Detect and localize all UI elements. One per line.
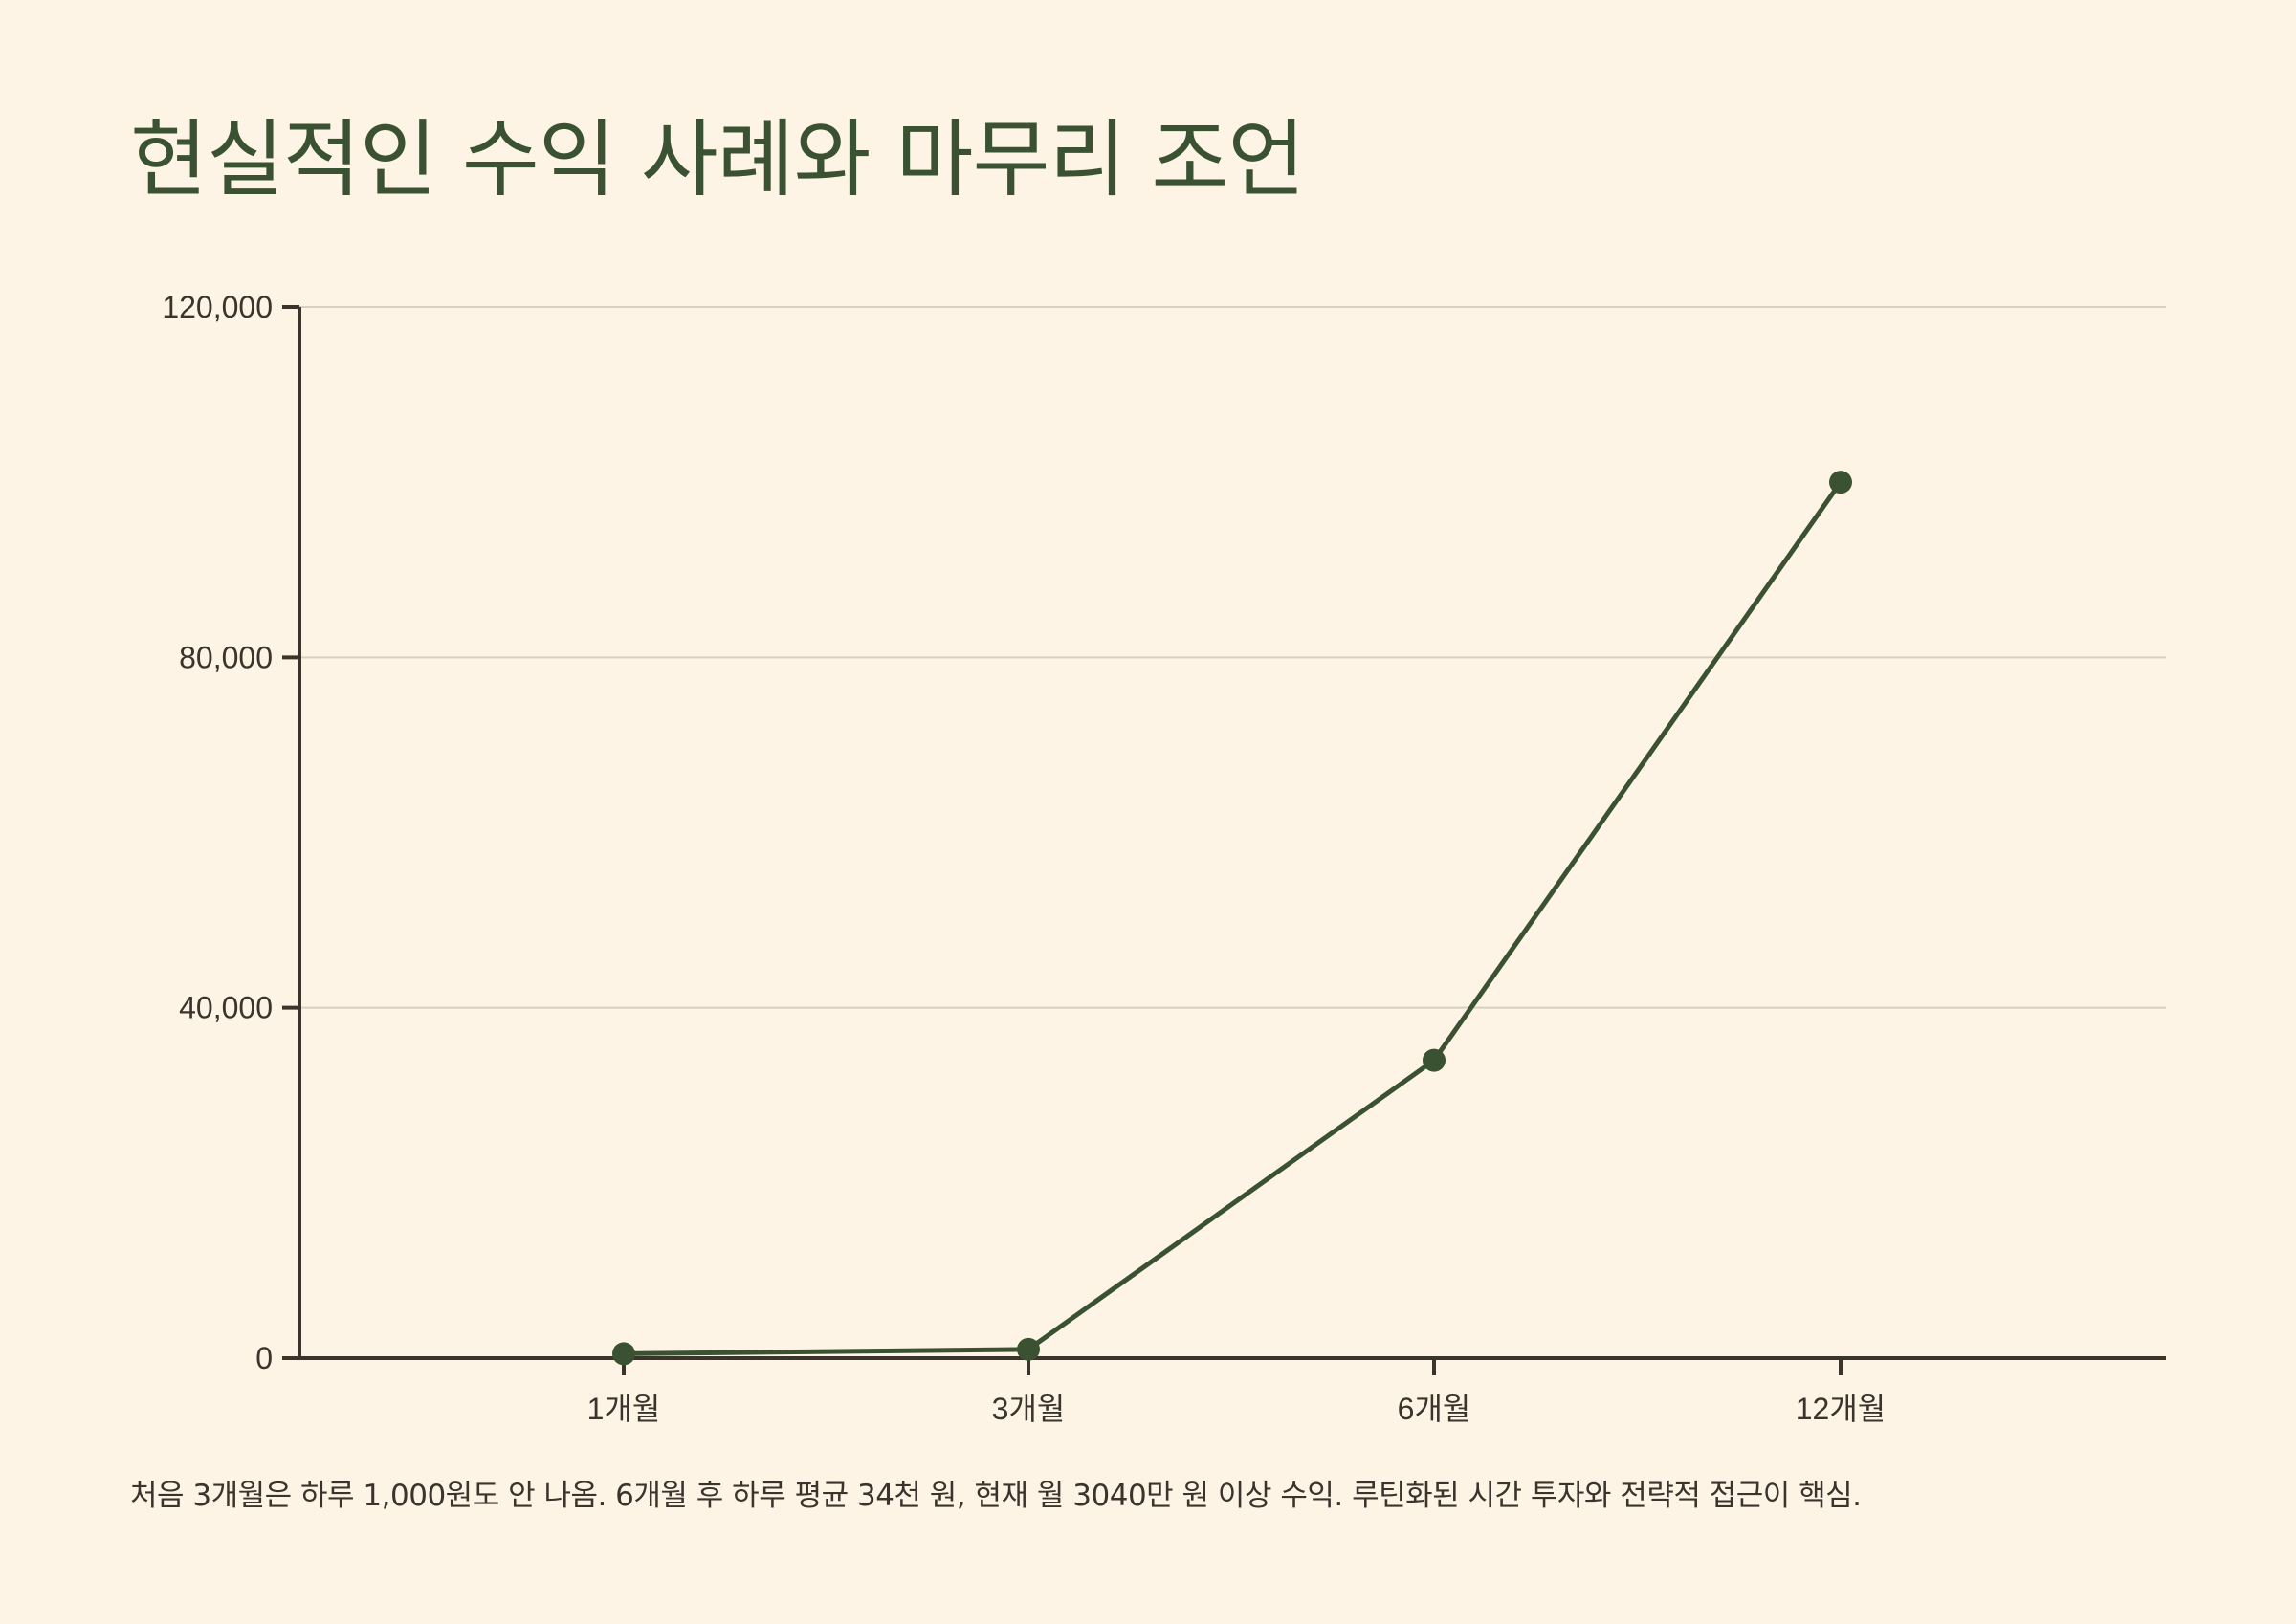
series-line	[623, 480, 1843, 1356]
y-tick-label: 0	[255, 1341, 273, 1375]
y-tick-label: 40,000	[179, 991, 273, 1025]
data-point	[1017, 1337, 1040, 1361]
grid-lines	[299, 306, 2166, 1009]
x-tick-label: 1개월	[587, 1392, 661, 1426]
data-point	[612, 1342, 635, 1366]
tick-labels: 0 40,000 80,000 120,000 1개월 3개월 6개월 12개월	[162, 290, 1886, 1426]
data-point	[1829, 471, 1852, 494]
data-point	[1423, 1048, 1446, 1072]
x-tick-label: 12개월	[1796, 1392, 1886, 1426]
page-title: 현실적인 수익 사례와 마무리 조언	[130, 110, 1305, 208]
x-tick-label: 3개월	[992, 1392, 1066, 1426]
y-tick-label: 120,000	[162, 290, 273, 324]
series-layer	[612, 471, 1852, 1366]
axes	[282, 305, 2166, 1375]
summary-caption: 처음 3개월은 하루 1,000원도 안 나옴. 6개월 후 하루 평균 34천…	[130, 1479, 1862, 1513]
x-tick-label: 6개월	[1398, 1392, 1471, 1426]
y-tick-label: 80,000	[179, 640, 273, 674]
